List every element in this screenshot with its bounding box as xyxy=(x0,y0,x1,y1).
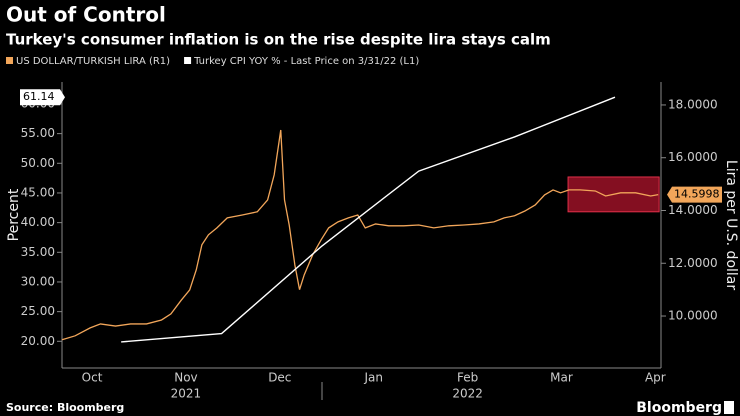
brand-icon xyxy=(724,401,734,414)
x-year-label: 2021 xyxy=(171,387,202,401)
y-tick-label: 30.00 xyxy=(21,274,55,288)
x-tick-label: Mar xyxy=(550,371,573,385)
x-tick-label: Nov xyxy=(174,371,197,385)
legend-label: US DOLLAR/TURKISH LIRA (R1) xyxy=(16,56,170,67)
y-tick-label: 25.00 xyxy=(21,304,55,318)
brand: Bloomberg xyxy=(636,400,722,416)
x-tick-label: Dec xyxy=(268,371,291,385)
x-tick-label: Apr xyxy=(645,371,666,385)
last-price-label: 14.5998 xyxy=(674,188,720,201)
y2-tick-label: 10.0000 xyxy=(668,309,718,323)
y2-tick-label: 16.0000 xyxy=(668,150,718,164)
x-tick-label: Feb xyxy=(457,371,478,385)
y2-tick-label: 12.0000 xyxy=(668,256,718,270)
y-axis-label: Percent xyxy=(6,188,22,241)
y-tick-label: 55.00 xyxy=(21,126,55,140)
y2-tick-label: 14.0000 xyxy=(668,203,718,217)
y-tick-label: 40.00 xyxy=(21,215,55,229)
last-price-label: 61.14 xyxy=(23,90,55,103)
x-year-label: 2022 xyxy=(452,387,483,401)
y2-axis-label: Lira per U.S. dollar xyxy=(723,160,739,290)
y-tick-label: 35.00 xyxy=(21,245,55,259)
series-line xyxy=(61,129,659,341)
legend-swatch xyxy=(184,57,192,64)
chart-subtitle: Turkey's consumer inflation is on the ri… xyxy=(6,31,551,49)
legend-swatch xyxy=(6,57,13,64)
x-tick-label: Oct xyxy=(82,371,103,385)
source: Source: Bloomberg xyxy=(6,401,124,414)
y-tick-label: 45.00 xyxy=(21,185,55,199)
chart-title: Out of Control xyxy=(6,3,166,27)
last-price-tag xyxy=(20,89,65,106)
y-tick-label: 20.00 xyxy=(21,334,55,348)
y2-tick-label: 18.0000 xyxy=(668,97,718,111)
last-price-tag xyxy=(667,186,722,203)
series-line xyxy=(121,96,616,343)
legend-label: Turkey CPI YOY % - Last Price on 3/31/22… xyxy=(193,56,419,67)
x-tick-label: Jan xyxy=(363,371,383,385)
y-tick-label: 50.00 xyxy=(21,156,55,170)
